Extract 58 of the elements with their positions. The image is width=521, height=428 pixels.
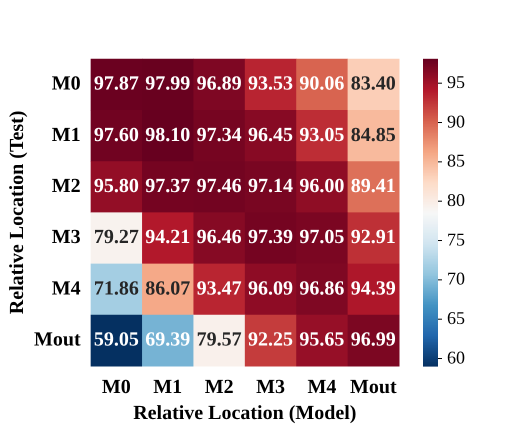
data-label: 97.99 [145, 72, 190, 95]
data-label: 93.47 [196, 277, 242, 300]
color-bar-label: 80 [447, 190, 465, 210]
y-tick-label: M3 [52, 226, 81, 248]
data-label: 90.06 [299, 72, 344, 95]
x-tick-label: M1 [153, 376, 182, 398]
data-label: 96.86 [299, 277, 344, 300]
data-label: 94.21 [145, 226, 190, 248]
data-label: 97.05 [299, 226, 344, 248]
color-bar-label: 95 [447, 72, 465, 92]
data-label: 96.89 [196, 72, 242, 95]
data-label: 89.41 [350, 174, 396, 197]
data-label: 93.53 [248, 72, 294, 95]
data-label: 97.60 [94, 124, 139, 146]
data-label: 97.87 [94, 72, 139, 95]
color-bar-label: 65 [447, 308, 465, 328]
data-label: 94.39 [350, 277, 396, 300]
data-label: 95.80 [94, 174, 139, 197]
data-label: 96.99 [350, 328, 396, 351]
data-label: 96.00 [299, 174, 344, 197]
data-label: 97.46 [196, 174, 242, 197]
data-label: 92.25 [248, 328, 294, 351]
y-tick-label: M2 [52, 174, 81, 197]
color-bar-label: 85 [447, 150, 465, 171]
data-label: 71.86 [94, 277, 139, 300]
data-label: 84.85 [350, 124, 396, 146]
data-label: 97.14 [248, 174, 294, 197]
x-axis-title: Relative Location (Model) [133, 402, 356, 424]
data-label: 97.37 [145, 174, 190, 197]
data-label: 96.46 [196, 226, 242, 248]
data-label: 96.09 [248, 277, 294, 300]
data-label: 86.07 [145, 277, 190, 300]
data-label: 92.91 [350, 226, 396, 248]
data-label: 79.57 [196, 328, 242, 351]
data-label: 93.05 [299, 124, 344, 146]
data-label: 97.39 [248, 226, 294, 248]
x-tick-label: M3 [256, 376, 285, 398]
data-label: 96.45 [248, 124, 294, 146]
color-bar-label: 70 [447, 268, 465, 289]
y-tick-label: M1 [52, 124, 81, 146]
data-label: 97.34 [196, 124, 242, 146]
x-tick-label: Mout [350, 376, 397, 398]
color-bar-label: 60 [447, 347, 465, 368]
y-axis-title: Relative Location (Test) [6, 110, 28, 314]
data-label: 59.05 [94, 328, 139, 351]
x-tick-label: M0 [102, 376, 131, 398]
y-tick-label: M4 [52, 277, 81, 300]
x-tick-label: M4 [307, 376, 336, 398]
color-bar-label: 75 [447, 229, 465, 250]
x-tick-label: M2 [204, 376, 234, 398]
y-tick-label: M0 [52, 72, 81, 95]
data-label: 79.27 [94, 226, 139, 248]
data-label: 98.10 [145, 124, 190, 146]
data-label: 95.65 [299, 328, 344, 351]
color-bar-label: 90 [447, 111, 465, 132]
data-label: 83.40 [350, 72, 396, 95]
y-tick-label: Mout [34, 328, 81, 351]
data-label: 69.39 [145, 328, 190, 351]
